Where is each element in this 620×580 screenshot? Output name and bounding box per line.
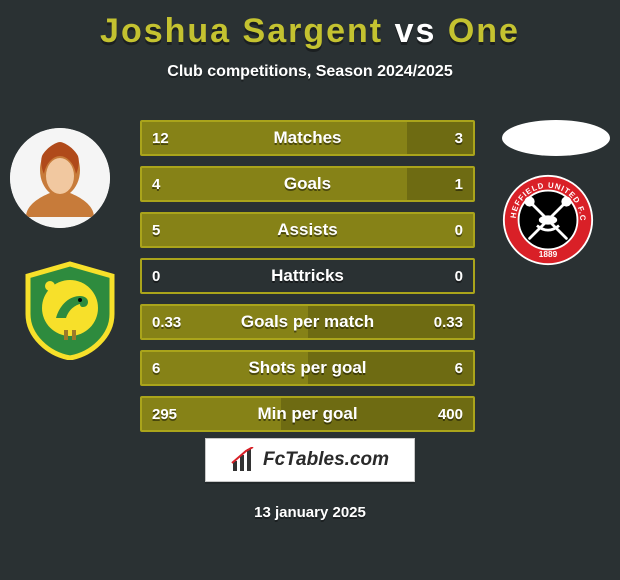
stat-value-right: 0 xyxy=(455,222,463,239)
stat-row: 6 6 Shots per goal xyxy=(140,350,475,386)
stat-value-right: 6 xyxy=(455,360,463,377)
stat-label: Goals xyxy=(284,174,331,194)
title-player-left: Joshua Sargent xyxy=(100,12,383,50)
infographic-date: 13 january 2025 xyxy=(0,504,620,521)
stat-row: 295 400 Min per goal xyxy=(140,396,475,432)
stat-value-right: 0.33 xyxy=(434,314,463,331)
stat-bar-right xyxy=(407,168,473,200)
stat-value-right: 1 xyxy=(455,176,463,193)
svg-text:1889: 1889 xyxy=(539,250,558,259)
stat-label: Hattricks xyxy=(271,266,344,286)
stat-value-left: 6 xyxy=(152,360,160,377)
stat-value-right: 400 xyxy=(438,406,463,423)
competition-subtitle: Club competitions, Season 2024/2025 xyxy=(0,63,620,81)
club-badge-left xyxy=(20,260,120,360)
stat-bar-right xyxy=(407,122,473,154)
stat-bar-left xyxy=(142,168,407,200)
bar-chart-icon xyxy=(231,447,257,473)
avatar-placeholder-icon xyxy=(10,128,110,228)
stat-row: 0 0 Hattricks xyxy=(140,258,475,294)
stat-value-left: 5 xyxy=(152,222,160,239)
stat-row: 5 0 Assists xyxy=(140,212,475,248)
stat-label: Matches xyxy=(273,128,341,148)
norwich-badge-icon xyxy=(20,260,120,360)
stat-row: 12 3 Matches xyxy=(140,120,475,156)
stat-label: Shots per goal xyxy=(248,358,366,378)
player-avatar-right xyxy=(502,120,610,156)
logo-text: FcTables.com xyxy=(263,449,389,471)
stat-label: Min per goal xyxy=(257,404,357,424)
stat-label: Goals per match xyxy=(241,312,374,332)
stat-value-right: 0 xyxy=(455,268,463,285)
title-player-right: One xyxy=(448,12,520,50)
sheffield-badge-icon: SHEFFIELD UNITED F.C. 1889 xyxy=(502,174,594,266)
player-avatar-left xyxy=(10,128,110,228)
stat-row: 4 1 Goals xyxy=(140,166,475,202)
comparison-title: Joshua Sargent vs One xyxy=(0,0,620,51)
stat-value-left: 0 xyxy=(152,268,160,285)
stat-value-left: 0.33 xyxy=(152,314,181,331)
fctables-logo[interactable]: FcTables.com xyxy=(205,438,415,482)
stat-row: 0.33 0.33 Goals per match xyxy=(140,304,475,340)
stats-container: 12 3 Matches 4 1 Goals 5 0 Assists 0 0 Hattricks 0.3… xyxy=(140,120,475,442)
stat-value-left: 4 xyxy=(152,176,160,193)
stat-value-left: 295 xyxy=(152,406,177,423)
title-vs: vs xyxy=(395,12,437,50)
stat-label: Assists xyxy=(277,220,337,240)
stat-value-left: 12 xyxy=(152,130,169,147)
club-badge-right: SHEFFIELD UNITED F.C. 1889 xyxy=(502,174,594,266)
stat-value-right: 3 xyxy=(455,130,463,147)
